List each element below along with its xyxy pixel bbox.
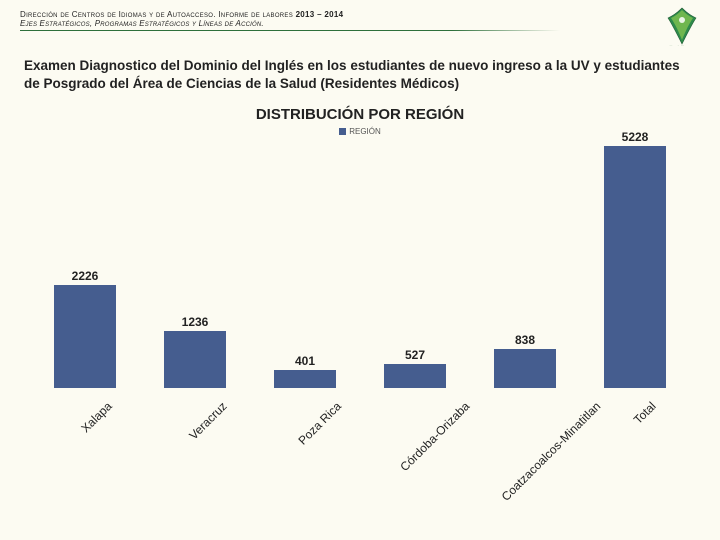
chart-xaxis: XalapaVeracruzPoza RicaCórdoba-OrizabaCo… <box>30 392 690 497</box>
bar-value-label: 838 <box>515 333 535 347</box>
bar-value-label: 5228 <box>622 130 649 144</box>
bar-col: 1236 <box>155 315 235 388</box>
header-title-line2: Ejes Estratégicos, Programas Estratégico… <box>20 19 700 28</box>
bar-value-label: 527 <box>405 348 425 362</box>
bar <box>494 349 556 388</box>
xaxis-col: Veracruz <box>155 392 235 497</box>
bar <box>384 364 446 388</box>
bar-col: 401 <box>265 354 345 389</box>
bar-value-label: 2226 <box>72 269 99 283</box>
bar-value-label: 1236 <box>182 315 209 329</box>
xaxis-col: Xalapa <box>45 392 125 497</box>
chart-legend: REGIÓN <box>30 127 690 136</box>
bar <box>604 146 666 388</box>
bar-col: 838 <box>485 333 565 388</box>
bar <box>274 370 336 389</box>
bar-value-label: 401 <box>295 354 315 368</box>
chart-bars: 222612364015278385228 <box>30 138 690 388</box>
header: Dirección de Centros de Idiomas y de Aut… <box>0 0 720 35</box>
legend-swatch <box>339 128 346 135</box>
header-year: 2013 – 2014 <box>296 10 344 19</box>
logo-caption: Universidad Veracruzana <box>670 45 695 46</box>
chart-plot: 222612364015278385228 <box>30 138 690 388</box>
header-title-line1: Dirección de Centros de Idiomas y de Aut… <box>20 10 700 19</box>
header-rule <box>20 30 560 31</box>
page-subtitle: Examen Diagnostico del Dominio del Inglé… <box>0 35 720 92</box>
bar-col: 527 <box>375 348 455 388</box>
bar-col: 5228 <box>595 130 675 388</box>
uv-logo: Universidad Veracruzana <box>662 6 702 46</box>
legend-label: REGIÓN <box>349 127 381 136</box>
chart-title: DISTRIBUCIÓN POR REGIÓN <box>30 106 690 123</box>
bar <box>164 331 226 388</box>
chart: DISTRIBUCIÓN POR REGIÓN REGIÓN 2226 1236 4… <box>0 106 720 497</box>
header-prefix: Dirección de Centros de Idiomas y de Aut… <box>20 10 296 19</box>
bar <box>54 285 116 388</box>
bar-col: 2226 <box>45 269 125 388</box>
